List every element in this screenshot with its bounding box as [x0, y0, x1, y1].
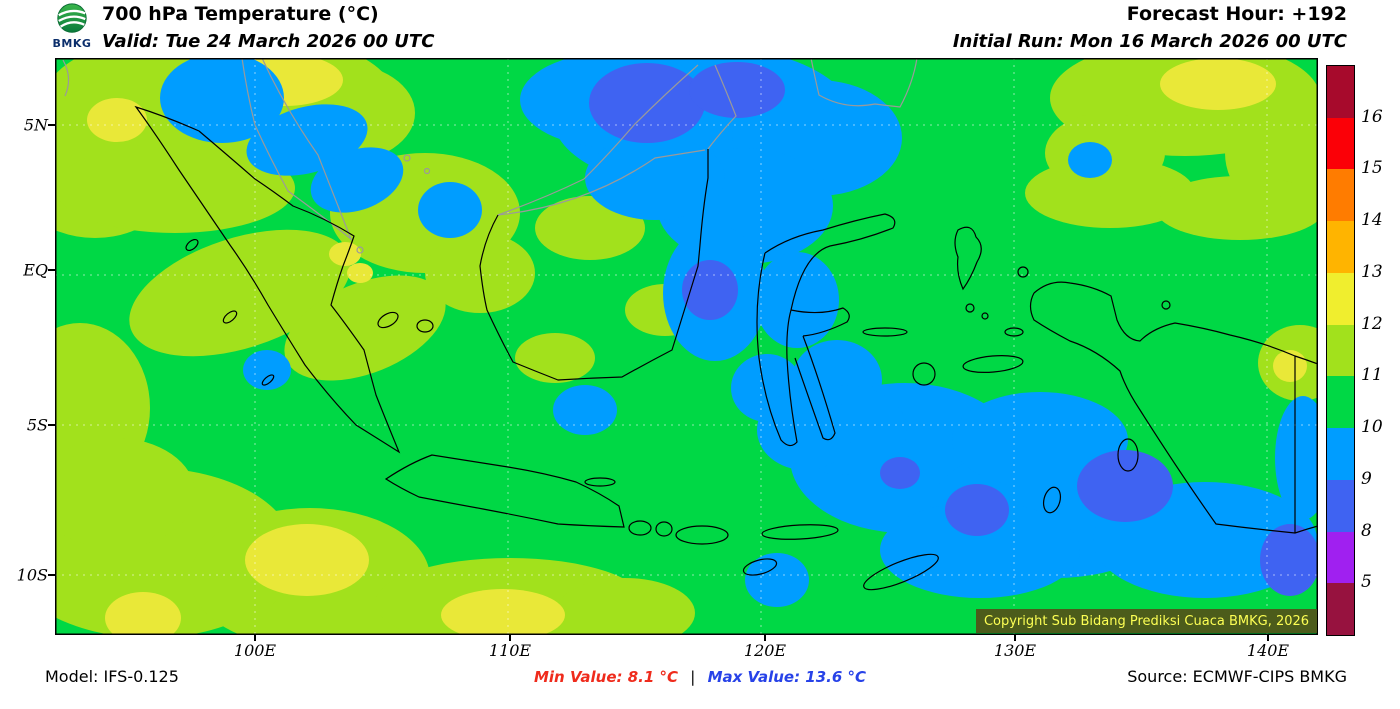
field-yellow-regions — [87, 58, 1307, 635]
lat-label: 5N — [23, 115, 48, 135]
coastlines-indonesia — [134, 105, 1318, 591]
lat-tick-mark — [48, 124, 55, 126]
lon-label: 120E — [743, 641, 787, 660]
colorbar-tick-label: 13 — [1361, 261, 1383, 282]
colorbar-segment — [1327, 531, 1354, 584]
copyright-overlay: Copyright Sub Bidang Prediksi Cuaca BMKG… — [976, 609, 1317, 633]
minmax-separator: | — [690, 668, 696, 686]
lon-tick-mark — [509, 635, 511, 641]
temperature-map-svg — [55, 58, 1318, 635]
valid-time: Valid: Tue 24 March 2026 00 UTC — [102, 31, 435, 52]
colorbar — [1326, 65, 1355, 636]
colorbar-tick-label: 14 — [1361, 210, 1383, 231]
min-value-label: Min Value: 8.1 °C — [533, 668, 679, 686]
lat-tick-mark — [48, 269, 55, 271]
colorbar-segment — [1327, 169, 1354, 222]
max-value-label: Max Value: 13.6 °C — [707, 668, 867, 686]
forecast-hour: Forecast Hour: +192 — [1126, 3, 1347, 25]
colorbar-segment — [1327, 66, 1354, 118]
colorbar-tick-label: 16 — [1361, 106, 1383, 127]
colorbar-tick-label: 11 — [1361, 365, 1383, 386]
colorbar-tick-label: 15 — [1361, 158, 1383, 179]
lon-tick-mark — [254, 635, 256, 641]
colorbar-segment — [1327, 272, 1354, 325]
colorbar-segment — [1327, 479, 1354, 532]
header-right: Forecast Hour: +192 Initial Run: Mon 16 … — [953, 3, 1347, 52]
colorbar-tick-label: 5 — [1361, 572, 1372, 593]
header-left: 700 hPa Temperature (°C) Valid: Tue 24 M… — [102, 3, 434, 52]
lat-label: 5S — [26, 415, 48, 435]
colorbar-segment — [1327, 221, 1354, 273]
bmkg-logo-text: BMKG — [52, 37, 92, 50]
bmkg-logo-icon — [57, 3, 87, 33]
colorbar-segment — [1327, 376, 1354, 429]
colorbar-segment — [1327, 324, 1354, 377]
lat-tick-mark — [48, 424, 55, 426]
map-section — [55, 58, 1318, 635]
colorbar-segment — [1327, 583, 1354, 636]
lon-tick-mark — [1014, 635, 1016, 641]
minmax-values: Min Value: 8.1 °C | Max Value: 13.6 °C — [0, 668, 1400, 686]
lat-tick-mark — [48, 574, 55, 576]
lon-label: 110E — [488, 641, 532, 660]
lon-tick-mark — [1267, 635, 1269, 641]
colorbar-segment — [1327, 428, 1354, 480]
colorbar-tick-label: 8 — [1361, 520, 1372, 541]
source-label: Source: ECMWF-CIPS BMKG — [1127, 667, 1347, 686]
lon-label: 100E — [233, 641, 277, 660]
map-border-frame — [55, 58, 1318, 635]
lon-label: 140E — [1246, 641, 1290, 660]
field-blue-regions — [589, 62, 1318, 596]
colorbar-segment — [1327, 117, 1354, 170]
model-label: Model: IFS-0.125 — [45, 667, 179, 686]
colorbar-tick-label: 10 — [1361, 417, 1383, 438]
lat-label: EQ — [23, 260, 48, 280]
colorbar-tick-label: 9 — [1361, 468, 1372, 489]
lon-tick-mark — [764, 635, 766, 641]
map-title: 700 hPa Temperature (°C) — [102, 3, 379, 25]
lon-label: 130E — [993, 641, 1037, 660]
bmkg-logo: BMKG — [46, 2, 98, 50]
graticule-gridlines — [55, 58, 1318, 635]
colorbar-tick-label: 12 — [1361, 313, 1383, 334]
lat-label: 10S — [16, 565, 48, 585]
initial-run: Initial Run: Mon 16 March 2026 00 UTC — [952, 31, 1347, 52]
